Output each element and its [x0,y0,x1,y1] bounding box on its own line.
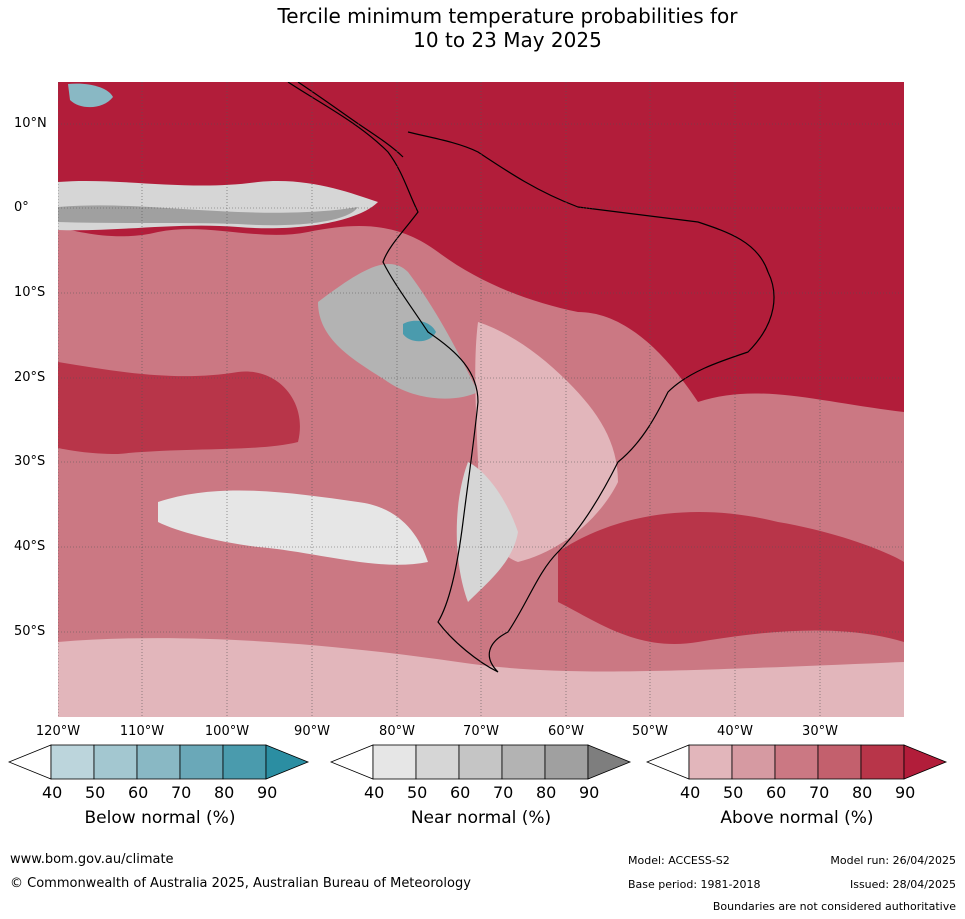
title-line-1: Tercile minimum temperature probabilitie… [277,4,738,28]
cb-tick: 60 [128,783,149,802]
colorbar-segment [860,744,905,780]
boundaries-disclaimer: Boundaries are not considered authoritat… [712,900,956,913]
base-period: Base period: 1981-2018 [628,878,761,891]
lon-label: 100°W [204,724,250,739]
colorbar-lower-extend [330,744,374,780]
cb-tick: 40 [680,783,701,802]
colorbar-segment [774,744,819,780]
lat-label: 0° [14,200,29,215]
lon-label: 70°W [463,724,499,739]
model-run: Model run: 26/04/2025 [830,854,956,867]
lon-label: 110°W [119,724,165,739]
above-normal-colorbar [646,744,948,780]
below-normal-colorbar [8,744,310,780]
cb-tick: 90 [895,783,916,802]
title-line-2: 10 to 23 May 2025 [413,28,602,52]
lat-label: 40°S [14,539,46,554]
cb-tick: 70 [493,783,514,802]
colorbar-segment [688,744,733,780]
strong-above-mid-pacific [58,362,300,454]
cb-tick: 70 [809,783,830,802]
lon-label: 40°W [717,724,753,739]
colorbar-segment [179,744,224,780]
lon-label: 80°W [379,724,415,739]
colorbar-segment [372,744,417,780]
graticule [58,82,904,717]
lon-label: 50°W [632,724,668,739]
near-normal-pacific-south [158,490,428,565]
central-america-coastline [297,82,404,158]
near-normal-dark-band [58,205,358,226]
south-america-coastline [287,82,775,673]
weak-above-south-pacific [58,638,904,717]
colorbar-upper-extend [265,744,310,780]
probability-map [58,82,904,717]
colorbar-segment [415,744,460,780]
colorbar-segment [458,744,503,780]
lat-label: 10°S [14,285,46,300]
colorbar-segment [136,744,181,780]
cb-tick: 50 [723,783,744,802]
lat-label: 20°S [14,370,46,385]
cb-tick: 70 [171,783,192,802]
strong-above-south-atlantic [558,512,904,644]
cb-tick: 90 [579,783,600,802]
near-normal-colorbar [330,744,632,780]
near-normal-peru-coast [318,263,478,399]
near-normal-patagonia [456,462,518,602]
colorbar-segment [222,744,267,780]
below-normal-patch-nw [68,83,113,108]
near-normal-title: Near normal (%) [410,808,552,828]
colorbar-segment [544,744,589,780]
lat-label: 30°S [14,454,46,469]
colorbar-lower-extend [8,744,52,780]
colorbar-lower-extend [646,744,690,780]
cb-tick: 80 [214,783,235,802]
lon-label: 120°W [35,724,81,739]
lat-label: 50°S [14,624,46,639]
colorbar-segment [731,744,776,780]
below-normal-patch [403,320,436,342]
colorbar-segment [501,744,546,780]
colorbar-upper-extend [903,744,948,780]
below-normal-title: Below normal (%) [84,808,236,828]
colorbar-segment [817,744,862,780]
cb-tick: 50 [85,783,106,802]
map-title: Tercile minimum temperature probabilitie… [0,4,965,52]
cb-tick: 60 [766,783,787,802]
colorbar-upper-extend [587,744,632,780]
cb-tick: 80 [852,783,873,802]
colorbar-segment [93,744,138,780]
website-link[interactable]: www.bom.gov.au/climate [10,852,174,867]
cb-tick: 60 [450,783,471,802]
above-normal-title: Above normal (%) [720,808,874,828]
model-name: Model: ACCESS-S2 [628,854,730,867]
lon-label: 30°W [802,724,838,739]
colorbar-segment [50,744,95,780]
issued-date: Issued: 28/04/2025 [849,878,956,891]
cb-tick: 90 [257,783,278,802]
lon-label: 90°W [294,724,330,739]
weak-above-southern-cone [475,322,618,562]
cb-tick: 40 [42,783,63,802]
lon-label: 60°W [548,724,584,739]
lat-label: 10°N [14,116,47,131]
copyright-text: © Commonwealth of Australia 2025, Austra… [10,876,471,891]
cb-tick: 50 [407,783,428,802]
cb-tick: 80 [536,783,557,802]
cb-tick: 40 [364,783,385,802]
